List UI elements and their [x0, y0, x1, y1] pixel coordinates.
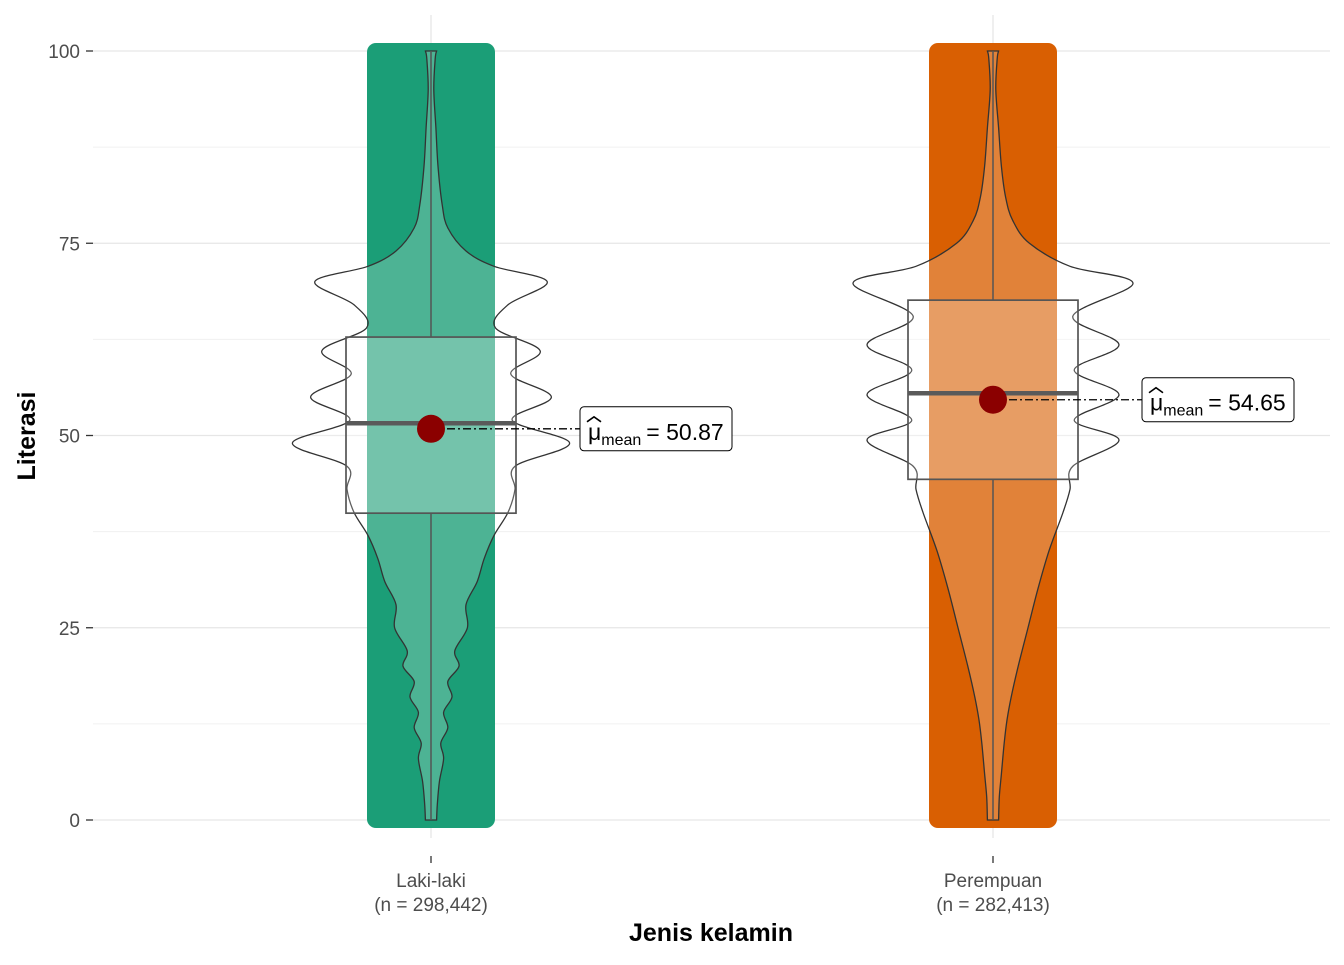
mean-label-box — [579, 406, 733, 452]
y-axis: 0 25 50 75 100 — [48, 42, 93, 832]
mean-subscript: mean — [601, 432, 641, 449]
mu-symbol: μ — [1150, 390, 1163, 416]
mean-label-box — [1141, 377, 1295, 423]
hat-icon — [586, 415, 602, 423]
mean-value: = 54.65 — [1208, 390, 1285, 416]
y-axis-title: Literasi — [13, 392, 41, 481]
group-laki-laki: μmean = 50.87 — [291, 43, 733, 828]
y-tick-label: 75 — [59, 234, 80, 255]
violin — [852, 50, 1134, 821]
mean-point — [417, 414, 445, 443]
group-perempuan: μmean = 54.65 — [852, 43, 1295, 828]
mean-subscript: mean — [1163, 403, 1203, 420]
x-axis-title: Jenis kelamin — [629, 919, 793, 947]
y-tick-label: 50 — [59, 427, 80, 448]
x-tick-n-label: (n = 282,413) — [936, 895, 1050, 916]
y-tick-label: 25 — [59, 619, 80, 640]
hat-icon — [1148, 386, 1164, 394]
x-tick-label: Laki-laki — [396, 871, 466, 892]
x-axis: Laki-laki (n = 298,442) Perempuan (n = 282,… — [374, 856, 1050, 916]
mu-symbol: μ — [588, 419, 601, 445]
mean-value: = 50.87 — [646, 419, 723, 445]
y-tick-label: 100 — [48, 42, 80, 63]
x-tick-n-label: (n = 298,442) — [374, 895, 488, 916]
y-tick-label: 0 — [69, 811, 80, 832]
mean-label: μmean = 54.65 — [1150, 390, 1286, 420]
mean-label: μmean = 50.87 — [588, 419, 724, 449]
mean-point — [979, 385, 1007, 414]
x-tick-label: Perempuan — [944, 871, 1042, 892]
